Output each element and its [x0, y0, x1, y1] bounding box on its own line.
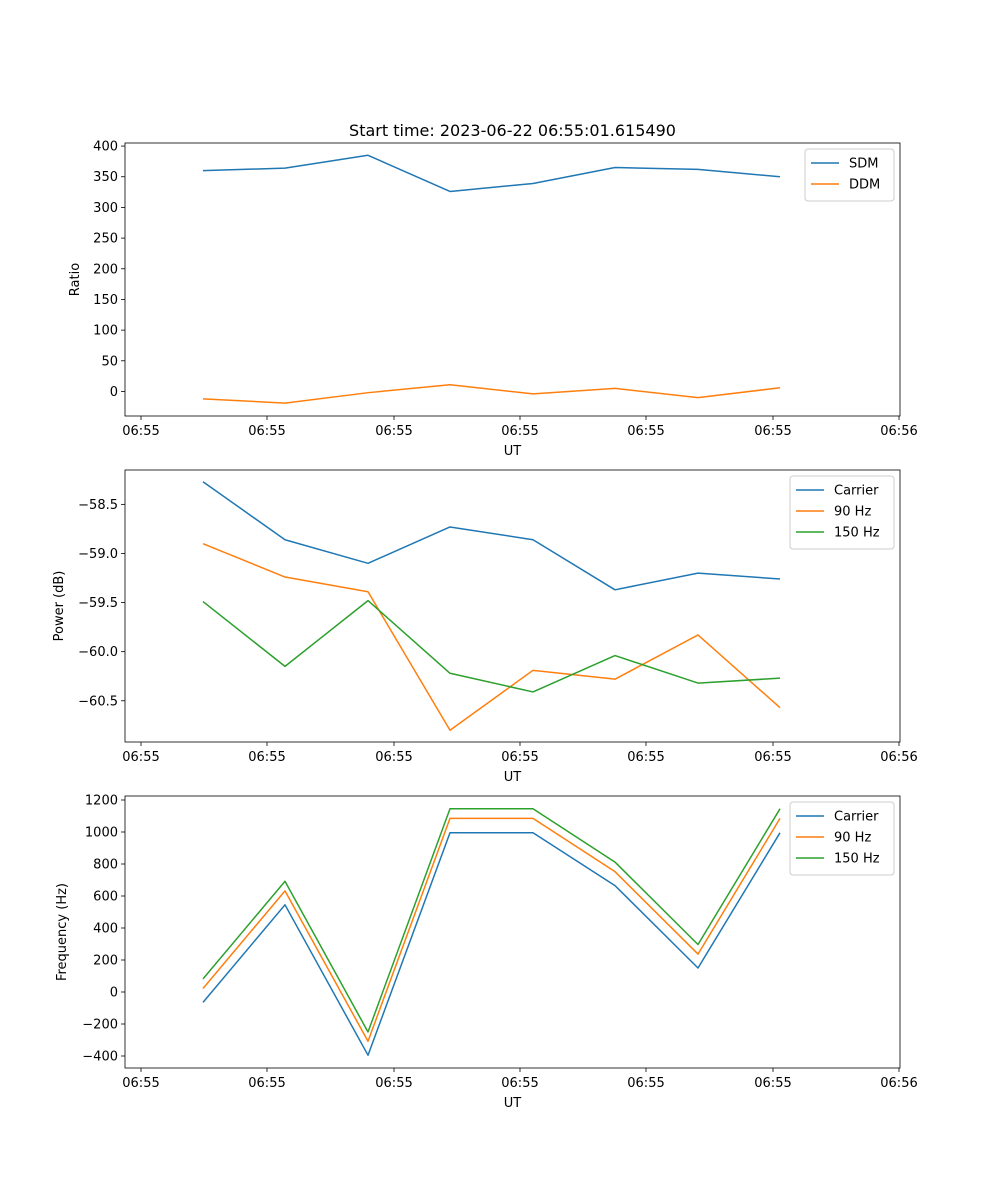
y-tick-label: −200 [82, 1018, 118, 1033]
chart-panel-1: Start time: 2023-06-22 06:55:01.615490 06… [68, 121, 918, 459]
y-tick-label: 250 [93, 232, 118, 247]
y-tick-label: 600 [93, 890, 118, 905]
y-tick-label: 400 [93, 140, 118, 155]
x-tick-label: 06:55 [122, 424, 159, 439]
x-tick-label: 06:55 [754, 424, 791, 439]
series-line-carrier [202, 832, 781, 1056]
x-tick-label: 06:56 [880, 1076, 917, 1091]
legend-frame [804, 148, 895, 202]
chart-title: Start time: 2023-06-22 06:55:01.615490 [349, 121, 676, 140]
legend-frame [789, 475, 895, 550]
series-line-sdm [202, 154, 781, 193]
y-tick-label: 0 [110, 385, 118, 400]
y-axis-label: Ratio [68, 263, 83, 296]
axes-frame [124, 795, 901, 1069]
y-tick-label: 1200 [85, 794, 118, 809]
series-line-ddm [202, 383, 781, 404]
x-tick-label: 06:55 [501, 1076, 538, 1091]
y-axis-label: Frequency (Hz) [55, 883, 70, 981]
x-tick-label: 06:56 [880, 424, 917, 439]
x-tick-label: 06:55 [122, 1076, 159, 1091]
axes-frame [124, 142, 901, 417]
legend: Carrier 90 Hz 150 Hz [789, 475, 895, 550]
x-tick-label: 06:55 [754, 1076, 791, 1091]
y-tick-label: −59.0 [78, 547, 118, 562]
y-axis-label: Power (dB) [52, 571, 67, 642]
series-line-90-hz [202, 817, 781, 1043]
x-axis-label: UT [504, 444, 522, 459]
x-tick-label: 06:55 [375, 1076, 412, 1091]
x-tick-label: 06:55 [248, 424, 285, 439]
y-tick-label: 400 [93, 922, 118, 937]
y-tick-label: 100 [93, 324, 118, 339]
y-tick-label: 300 [93, 201, 118, 216]
y-tick-label: −60.5 [78, 694, 118, 709]
y-tick-label: −400 [82, 1050, 118, 1065]
y-tick-label: 350 [93, 170, 118, 185]
x-tick-label: 06:55 [375, 750, 412, 765]
legend-label-90-hz: 90 Hz [834, 505, 871, 520]
x-tick-label: 06:55 [501, 750, 538, 765]
legend-label-carrier: Carrier [834, 810, 879, 825]
x-tick-label: 06:55 [754, 750, 791, 765]
series-line-150-hz [202, 599, 781, 693]
y-tick-label: −58.5 [78, 498, 118, 513]
legend-frame [789, 801, 895, 876]
series-line-150-hz [202, 808, 781, 1033]
legend: SDM DDM [804, 148, 895, 202]
x-axis-label: UT [504, 770, 522, 785]
y-tick-label: 200 [93, 262, 118, 277]
legend-label-carrier: Carrier [834, 484, 879, 499]
x-tick-label: 06:55 [248, 1076, 285, 1091]
legend-label-150-hz: 150 Hz [834, 526, 880, 541]
y-tick-label: 800 [93, 858, 118, 873]
y-tick-label: 1000 [85, 826, 118, 841]
y-tick-label: −59.5 [78, 596, 118, 611]
x-tick-label: 06:55 [248, 750, 285, 765]
x-tick-label: 06:55 [627, 424, 664, 439]
y-tick-label: 150 [93, 293, 118, 308]
legend-label-sdm: SDM [849, 157, 878, 172]
y-tick-label: 50 [101, 354, 118, 369]
y-tick-label: 0 [110, 986, 118, 1001]
series-line-carrier [202, 481, 781, 591]
x-tick-label: 06:55 [501, 424, 538, 439]
x-tick-label: 06:55 [627, 1076, 664, 1091]
chart-panel-2: 06:55 06:55 06:55 06:55 06:55 06:55 06:56 −58.5… [52, 469, 918, 785]
x-tick-label: 06:55 [375, 424, 412, 439]
chart-panel-3: 06:55 06:55 06:55 06:55 06:55 06:55 06:56 −400 −… [55, 794, 918, 1112]
x-tick-label: 06:56 [880, 750, 917, 765]
x-tick-label: 06:55 [627, 750, 664, 765]
y-tick-label: −60.0 [78, 645, 118, 660]
x-tick-label: 06:55 [122, 750, 159, 765]
series-line-90-hz [202, 542, 781, 731]
y-tick-label: 200 [93, 954, 118, 969]
legend-label-150-hz: 150 Hz [834, 852, 880, 867]
axes-frame [124, 469, 901, 743]
legend-label-ddm: DDM [849, 178, 880, 193]
x-axis-label: UT [504, 1096, 522, 1111]
legend-label-90-hz: 90 Hz [834, 831, 871, 846]
legend: Carrier 90 Hz 150 Hz [789, 801, 895, 876]
